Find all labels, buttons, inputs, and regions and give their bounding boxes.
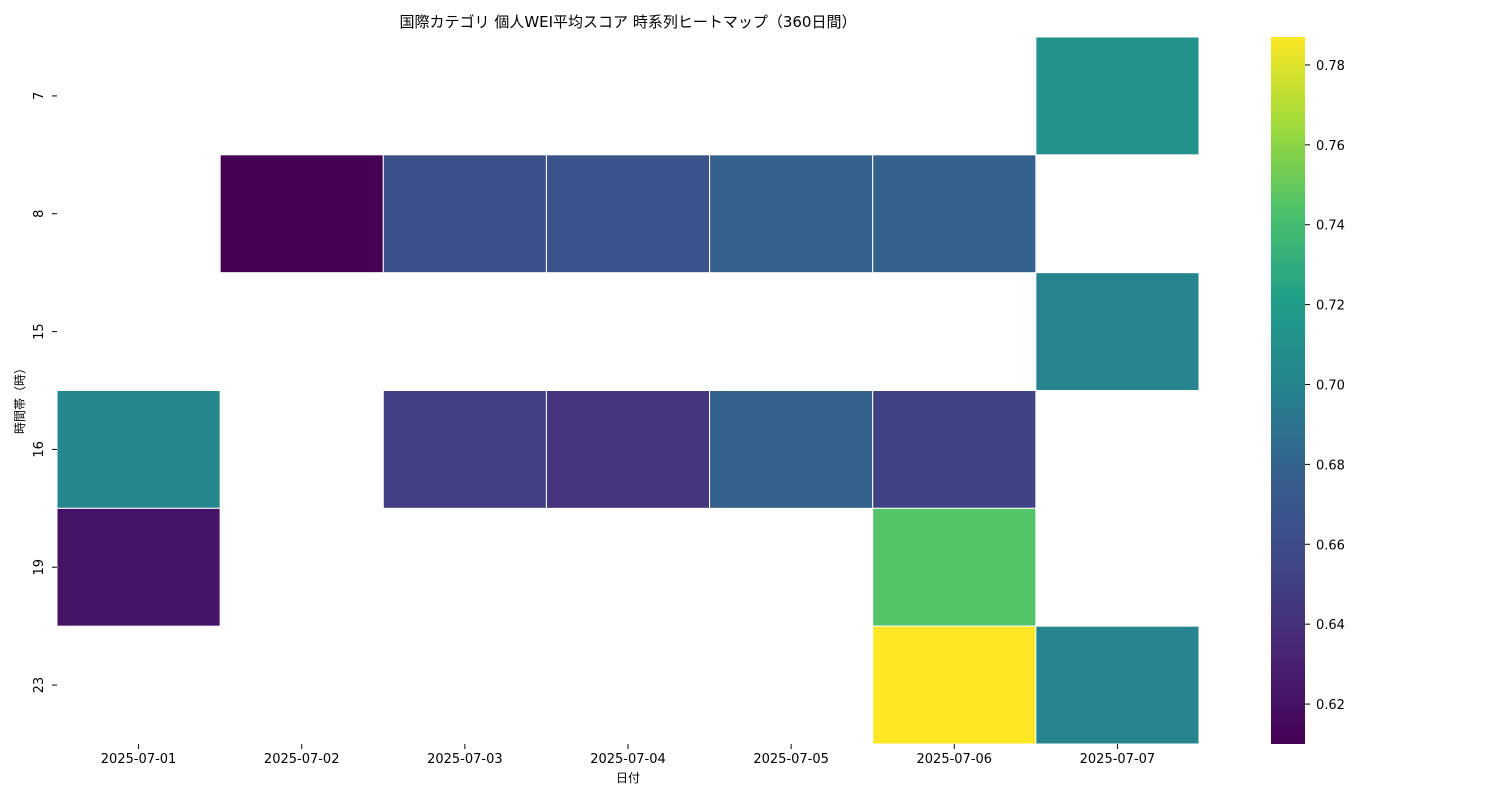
heatmap-cell	[545, 390, 711, 509]
y-tick-label: 8	[32, 210, 47, 218]
x-tick-label: 2025-07-03	[427, 752, 503, 767]
heatmap-cell	[1035, 36, 1200, 156]
heatmap-cell	[56, 507, 221, 627]
chart-title: 国際カテゴリ 個人WEI平均スコア 時系列ヒートマップ（360日間）	[400, 13, 857, 31]
x-tick-label: 2025-07-01	[101, 752, 177, 767]
heatmap-cell	[872, 390, 1037, 509]
heatmap-cell	[872, 625, 1037, 745]
colorbar-tick-label: 0.66	[1316, 538, 1345, 553]
colorbar-tick-label: 0.74	[1316, 219, 1345, 234]
colorbar-tick-label: 0.62	[1316, 698, 1345, 713]
y-axis-label: 時間帯（時）	[13, 362, 27, 434]
colorbar	[1271, 37, 1305, 744]
y-tick-label: 7	[32, 92, 47, 100]
x-axis-label: 日付	[616, 771, 640, 785]
colorbar-tick-label: 0.78	[1316, 59, 1345, 74]
heatmap-cell	[382, 154, 547, 274]
heatmap-cell	[219, 154, 384, 274]
heatmap-cell	[1035, 272, 1200, 391]
colorbar-tick-label: 0.64	[1316, 618, 1345, 633]
x-tick-label: 2025-07-02	[264, 752, 340, 767]
heatmap-cells	[56, 36, 1200, 745]
y-axis-ticks: 7 8 15 16 19 23	[32, 92, 57, 694]
x-tick-label: 2025-07-07	[1080, 752, 1156, 767]
heatmap-cell	[709, 154, 874, 274]
x-tick-label: 2025-07-05	[753, 752, 829, 767]
x-tick-label: 2025-07-06	[917, 752, 993, 767]
y-tick-label: 19	[32, 559, 47, 576]
heatmap-cell	[1035, 625, 1200, 745]
heatmap-cell	[872, 507, 1037, 627]
colorbar-tick-label: 0.70	[1316, 379, 1345, 394]
heatmap-cell	[382, 390, 547, 509]
heatmap-cell	[545, 154, 711, 274]
heatmap-cell	[56, 390, 221, 509]
x-axis-ticks: 2025-07-01 2025-07-02 2025-07-03 2025-07-04…	[101, 744, 1155, 767]
colorbar-tick-label: 0.76	[1316, 139, 1345, 154]
colorbar-tick-label: 0.68	[1316, 458, 1345, 473]
colorbar-ticks: 0.62 0.64 0.66 0.68 0.70 0.72 0.74 0.76 0.78	[1305, 59, 1345, 713]
colorbar-tick-label: 0.72	[1316, 299, 1345, 314]
heatmap-cell	[872, 154, 1037, 274]
y-tick-label: 23	[32, 677, 47, 694]
x-tick-label: 2025-07-04	[590, 752, 666, 767]
y-tick-label: 16	[32, 441, 47, 458]
heatmap-cell	[709, 390, 874, 509]
y-tick-label: 15	[32, 323, 47, 340]
